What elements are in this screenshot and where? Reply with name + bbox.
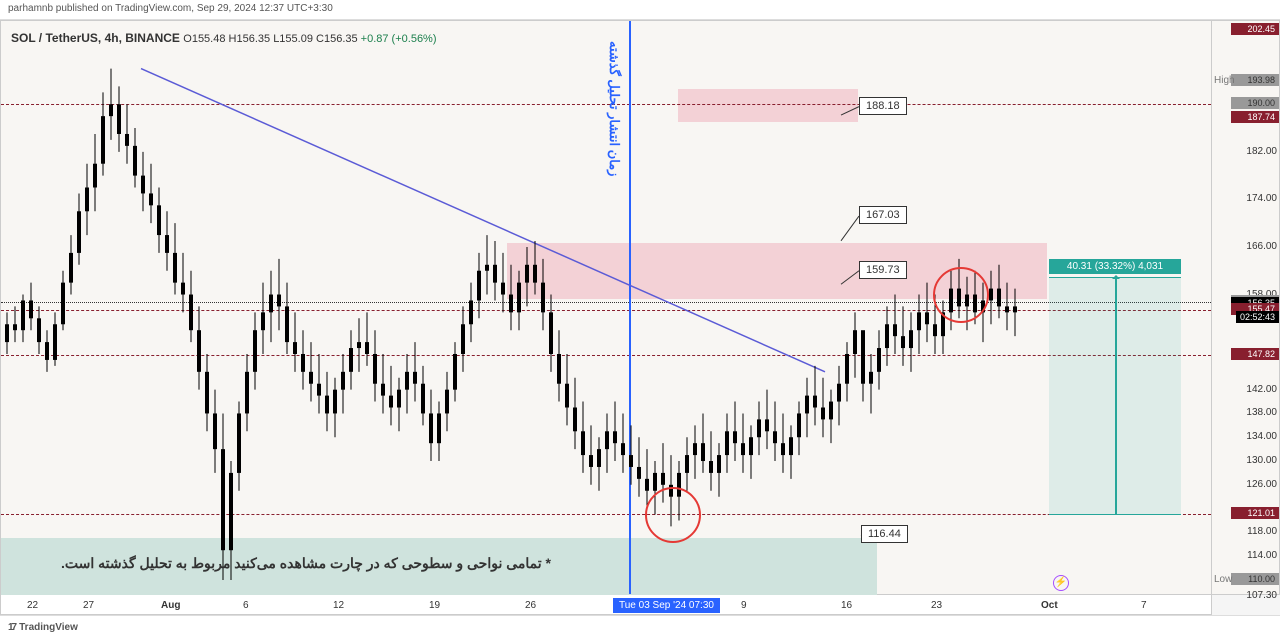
symbol-info: SOL / TetherUS, 4h, BINANCE O155.48 H156… <box>11 31 437 45</box>
price-tick: 138.00 <box>1227 407 1277 418</box>
time-axis[interactable]: 22 27 Aug 6 12 19 26 Tue 03 Sep '24 07:30 9 16 23 O… <box>0 595 1212 615</box>
publish-text: parhamnb published on TradingView.com, S… <box>8 3 333 14</box>
highlight-circle <box>645 487 701 543</box>
countdown: 02:52:43 <box>1236 311 1279 323</box>
price-tag: 190.00 <box>1231 97 1279 109</box>
time-tick: 16 <box>841 600 852 611</box>
ohlc-l: L155.09 <box>273 33 313 45</box>
time-tick: 6 <box>243 600 249 611</box>
time-tick: Aug <box>161 600 180 611</box>
persian-bottom-note: * تمامی نواحی و سطوحی که در چارت مشاهده … <box>61 555 551 572</box>
price-tag: 187.74 <box>1231 111 1279 123</box>
price-tick: 174.00 <box>1227 193 1277 204</box>
time-tick: 23 <box>931 600 942 611</box>
price-tick: 142.00 <box>1227 384 1277 395</box>
persian-vertical-note: زمان انتشار تحلیل گذشته <box>607 41 622 176</box>
ohlc-c: C156.35 <box>316 33 358 45</box>
time-tick: 26 <box>525 600 536 611</box>
symbol-pair: SOL / TetherUS, 4h, BINANCE <box>11 31 180 45</box>
ohlc-chg: +0.87 (+0.56%) <box>361 33 437 45</box>
price-tick: 182.00 <box>1227 146 1277 157</box>
price-tick: 134.00 <box>1227 431 1277 442</box>
price-tick: 126.00 <box>1227 479 1277 490</box>
chart-area[interactable]: SOL / TetherUS, 4h, BINANCE O155.48 H156… <box>0 20 1212 595</box>
time-tick: 7 <box>1141 600 1147 611</box>
price-tag: 121.01 <box>1231 507 1279 519</box>
time-tick: 19 <box>429 600 440 611</box>
footer-brand: 17TradingView <box>8 622 78 633</box>
price-tick: 130.00 <box>1227 455 1277 466</box>
footer: 17TradingView <box>0 615 1280 641</box>
price-tag: 110.00 <box>1231 573 1279 585</box>
flash-icon[interactable]: ⚡ <box>1053 575 1069 591</box>
target-arrow <box>1115 277 1117 515</box>
publish-header: parhamnb published on TradingView.com, S… <box>0 0 1280 20</box>
ohlc-o: O155.48 <box>183 33 225 45</box>
time-tick: 22 <box>27 600 38 611</box>
hl-label: High <box>1214 75 1235 86</box>
price-callout: 159.73 <box>859 261 907 279</box>
price-axis[interactable]: 182.00174.00166.00158.00142.00138.00134.… <box>1212 20 1280 595</box>
time-tick: 9 <box>741 600 747 611</box>
price-tick: 166.00 <box>1227 241 1277 252</box>
price-tag: 193.98 <box>1231 74 1279 86</box>
highlight-circle <box>933 267 989 323</box>
price-tag: 202.45 <box>1231 23 1279 35</box>
ohlc-h: H156.35 <box>229 33 271 45</box>
price-tick: 118.00 <box>1227 526 1277 537</box>
price-tick: 107.30 <box>1227 590 1277 601</box>
price-callout: 116.44 <box>861 525 908 543</box>
time-tick: Tue 03 Sep '24 07:30 <box>613 598 720 613</box>
price-tick: 114.00 <box>1227 550 1277 561</box>
time-tick: 12 <box>333 600 344 611</box>
price-callout: 167.03 <box>859 206 907 224</box>
time-tick: 27 <box>83 600 94 611</box>
price-callout: 188.18 <box>859 97 907 115</box>
hl-label: Low <box>1214 574 1232 585</box>
time-tick: Oct <box>1041 600 1058 611</box>
price-tag: 147.82 <box>1231 348 1279 360</box>
